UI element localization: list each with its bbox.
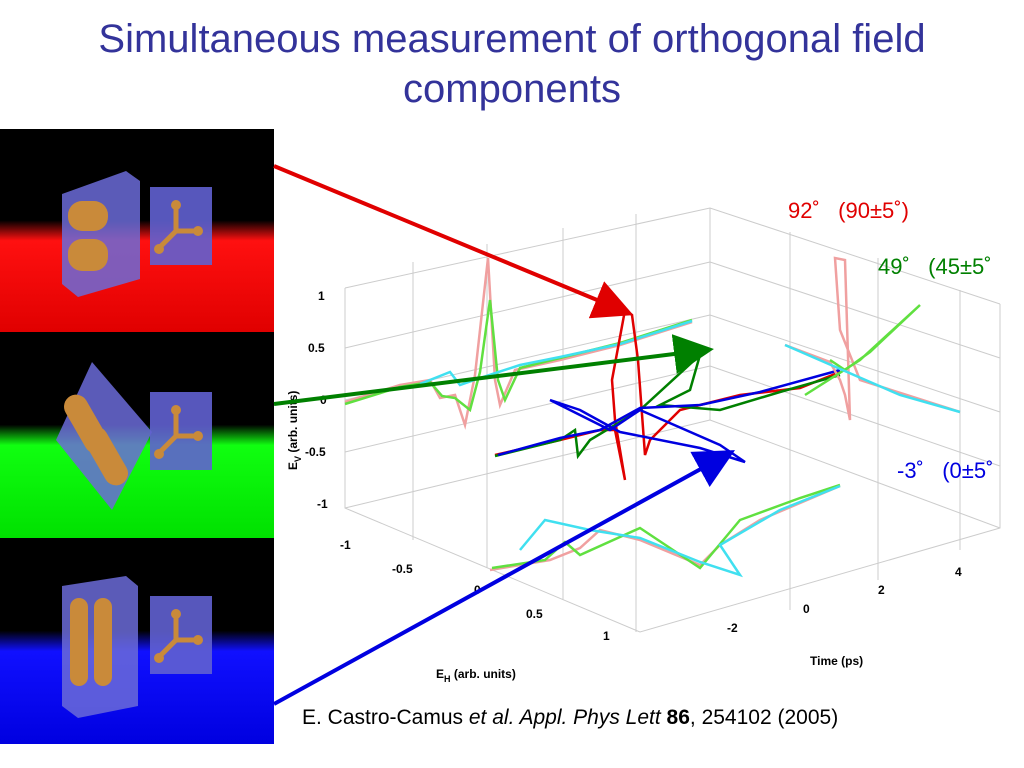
h-axis-label: EH (arb. units)	[436, 667, 516, 684]
measured-angle: 92˚	[788, 198, 820, 223]
trace-horizontal-projection	[489, 483, 841, 578]
v-tick: -0.5	[305, 445, 326, 459]
measured-angle: 49˚	[878, 254, 910, 279]
h-tick: -0.5	[392, 562, 413, 576]
title-line-2: components	[403, 67, 621, 111]
angle-annotation-blue: -3˚ (0±5˚	[897, 458, 993, 484]
detector-image-green	[0, 332, 274, 538]
trace-3d-green	[494, 351, 841, 460]
angle-annotation-green: 49˚ (45±5˚	[878, 254, 992, 280]
t-tick: 0	[803, 602, 810, 616]
citation-rest: , 254102 (2005)	[689, 706, 839, 729]
v-tick: 0	[320, 393, 327, 407]
detector-image-blue	[0, 538, 274, 744]
angle-annotation-red: 92˚ (90±5˚)	[788, 198, 909, 224]
expected-angle: (90±5˚)	[838, 198, 909, 223]
v-axis-label: EV (arb. units)	[286, 391, 303, 470]
v-axis-ticks: 1 0.5 0 -0.5 -1	[305, 289, 328, 511]
arrow-red	[273, 164, 634, 319]
antenna-block	[150, 187, 212, 265]
h-tick: 0.5	[526, 607, 543, 621]
v-tick: 1	[318, 289, 325, 303]
antenna-block	[150, 392, 212, 470]
slide-title: Simultaneous measurement of orthogonal f…	[0, 14, 1024, 114]
t-axis-label: Time (ps)	[810, 654, 863, 668]
detector-image-red	[0, 129, 274, 332]
v-tick: 0.5	[308, 341, 325, 355]
h-tick: -1	[340, 538, 351, 552]
t-tick: -2	[727, 621, 738, 635]
polarizer-block	[62, 171, 140, 297]
measured-angle: -3˚	[897, 458, 924, 483]
citation-journal: et al. Appl. Phys Lett	[468, 706, 667, 729]
trace-side-projection	[784, 256, 961, 421]
t-axis-ticks: -2 0 2 4	[727, 565, 962, 635]
arrow-green	[273, 334, 714, 406]
t-tick: 4	[955, 565, 962, 579]
plot-grid	[344, 207, 1001, 633]
polarization-3d-plot: 1 0.5 0 -0.5 -1 -1 -0.5 0 0.5 1 -2 0 2 4…	[286, 207, 1001, 684]
citation-volume: 86	[666, 706, 690, 729]
citation-author: E. Castro-Camus	[302, 706, 469, 729]
arrow-blue	[273, 450, 736, 706]
v-tick: -1	[317, 497, 328, 511]
title-line-1: Simultaneous measurement of orthogonal f…	[98, 17, 926, 61]
h-tick: 1	[603, 629, 610, 643]
polarizer-block	[62, 576, 138, 718]
trace-3d-blue	[497, 368, 841, 464]
t-tick: 2	[878, 583, 885, 597]
polarizer-block	[56, 362, 152, 510]
expected-angle: (45±5˚	[928, 254, 992, 279]
expected-angle: (0±5˚	[942, 458, 994, 483]
antenna-block	[150, 596, 212, 674]
citation: E. Castro-Camus et al. Appl. Phys Lett 8…	[302, 706, 838, 730]
